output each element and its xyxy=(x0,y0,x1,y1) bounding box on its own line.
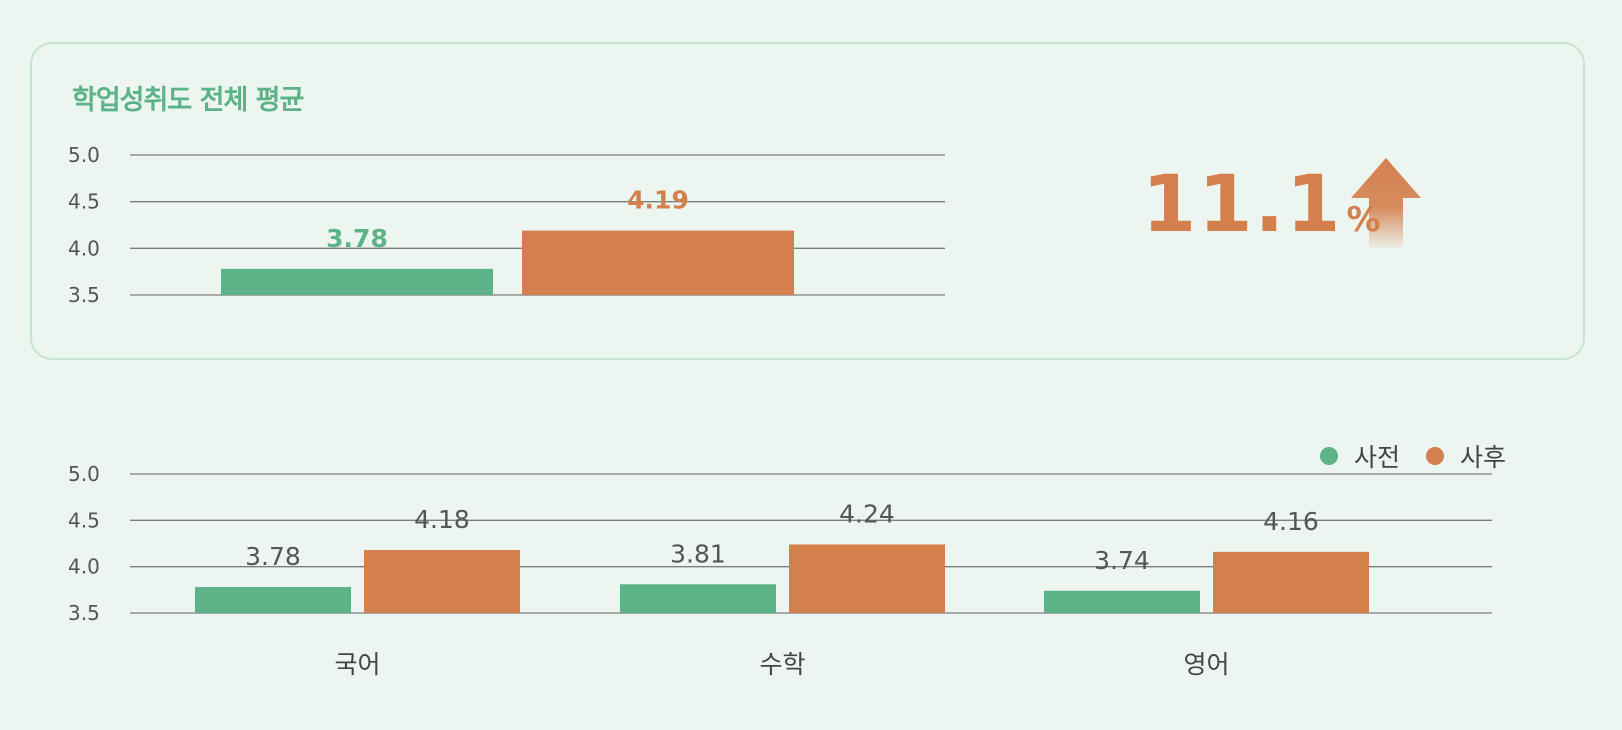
legend-dot-before-icon xyxy=(1320,447,1338,465)
bar-before xyxy=(195,587,351,613)
y-tick-label: 5.0 xyxy=(68,143,100,167)
y-tick-label: 4.0 xyxy=(68,555,100,579)
y-tick-label: 3.5 xyxy=(68,601,100,625)
bar-after xyxy=(1213,551,1369,613)
improvement-percent: 11.1% xyxy=(1142,160,1381,250)
bar-after xyxy=(789,544,945,613)
summary-title: 학업성취도 전체 평균 xyxy=(72,85,304,116)
legend-item-after: 사후 xyxy=(1425,438,1506,474)
bar-after xyxy=(522,230,794,295)
legend-label-before: 사전 xyxy=(1354,443,1401,472)
legend-label-after: 사후 xyxy=(1459,443,1506,472)
value-label: 4.24 xyxy=(839,499,895,528)
improvement-value: 11.1 xyxy=(1142,160,1343,250)
value-label: 3.74 xyxy=(1094,546,1150,575)
category-label: 영어 xyxy=(1183,650,1229,679)
arrow-up-icon xyxy=(1351,158,1421,248)
y-tick-label: 4.5 xyxy=(68,190,100,214)
value-label: 3.81 xyxy=(670,539,726,568)
value-label: 4.18 xyxy=(414,505,470,534)
bar-before xyxy=(1044,590,1200,613)
legend-item-before: 사전 xyxy=(1320,438,1400,474)
bar-before xyxy=(620,584,776,613)
legend-dot-after-icon xyxy=(1425,447,1444,465)
y-tick-label: 4.0 xyxy=(68,236,100,260)
value-label: 4.16 xyxy=(1263,507,1319,536)
legend: 사전 사후 xyxy=(1320,438,1506,474)
y-tick-label: 5.0 xyxy=(68,462,100,486)
summary-card: 학업성취도 전체 평균 xyxy=(30,42,1585,360)
bar-before xyxy=(221,268,493,295)
y-tick-label: 3.5 xyxy=(68,283,100,307)
bar-after xyxy=(364,549,520,613)
y-tick-label: 4.5 xyxy=(68,508,100,532)
value-label: 4.19 xyxy=(627,186,689,215)
category-label: 수학 xyxy=(759,650,805,679)
category-label: 국어 xyxy=(334,650,380,679)
value-label: 3.78 xyxy=(245,542,301,571)
value-label: 3.78 xyxy=(326,224,388,253)
